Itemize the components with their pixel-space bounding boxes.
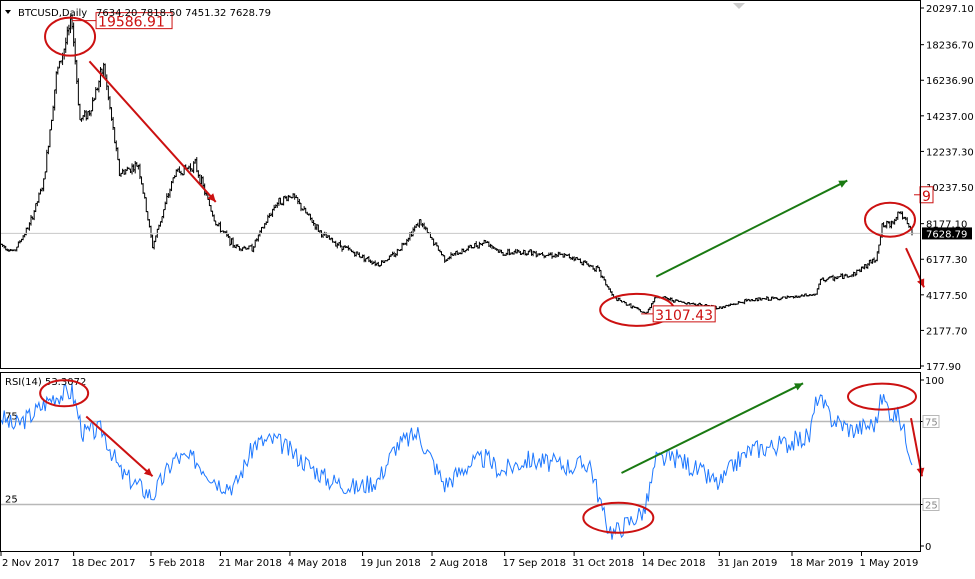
price-tick-label: 18236.70 (926, 41, 974, 52)
time-tick-label: 14 Dec 2018 (642, 558, 706, 569)
ohlc-header: 7634.20 7818.50 7451.32 7628.79 (96, 8, 271, 19)
rsi-tick-label: 75 (925, 418, 938, 429)
rsi-tick-label: 100 (925, 376, 944, 387)
time-tick-label: 2 Aug 2018 (430, 558, 488, 569)
price-tick-label: 177.90 (926, 362, 961, 373)
rsi-level-label: 25 (5, 495, 18, 506)
time-tick-label: 1 May 2019 (859, 558, 918, 569)
time-tick-label: 18 Mar 2019 (790, 558, 853, 569)
price-tick-label: 12237.30 (926, 147, 974, 158)
rsi-title: RSI(14) 53.3072 (5, 377, 86, 388)
recent-price-label: 9 (922, 189, 931, 205)
time-tick-label: 4 May 2018 (288, 558, 347, 569)
price-tick-label: 16236.90 (926, 76, 974, 87)
time-tick-label: 5 Feb 2018 (149, 558, 205, 569)
last-price-label: 7628.79 (926, 229, 967, 240)
rsi-tick-label: 0 (925, 542, 931, 553)
time-tick-label: 21 Mar 2018 (218, 558, 281, 569)
price-tick-label: 2177.70 (926, 326, 967, 337)
symbol-title: BTCUSD,Daily (18, 8, 87, 19)
time-tick-label: 19 Jun 2018 (361, 558, 421, 569)
time-tick-label: 17 Sep 2018 (503, 558, 566, 569)
time-tick-label: 18 Dec 2017 (72, 558, 136, 569)
rsi-tick-label: 25 (925, 501, 938, 512)
time-tick-label: 2 Nov 2017 (2, 558, 60, 569)
bottom-price-label: 3107.43 (655, 308, 713, 324)
price-tick-label: 20297.10 (926, 4, 974, 15)
price-tick-label: 4177.50 (926, 291, 967, 302)
time-tick-label: 31 Oct 2018 (572, 558, 634, 569)
time-tick-label: 31 Jan 2019 (717, 558, 777, 569)
price-tick-label: 6177.30 (926, 255, 967, 266)
price-tick-label: 14237.00 (926, 112, 974, 123)
